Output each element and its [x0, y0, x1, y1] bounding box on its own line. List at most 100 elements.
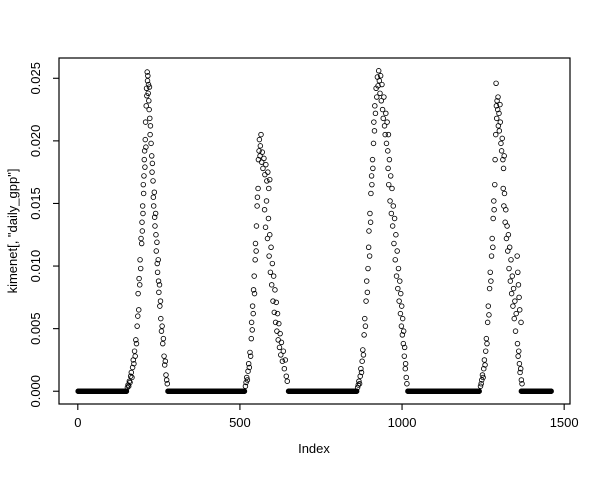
data-point	[155, 278, 162, 284]
data-point	[491, 198, 497, 204]
data-point	[488, 253, 495, 259]
data-point	[379, 81, 385, 88]
data-point	[369, 156, 376, 163]
data-point	[128, 369, 135, 376]
data-point	[263, 161, 269, 168]
data-point	[385, 131, 392, 138]
data-point	[143, 144, 149, 150]
data-point	[268, 244, 274, 250]
data-point	[399, 332, 406, 338]
data-point	[368, 173, 375, 179]
data-point	[369, 181, 375, 188]
data-point	[496, 110, 502, 117]
data-point	[379, 106, 386, 113]
data-point	[153, 248, 159, 254]
data-point	[273, 299, 279, 306]
data-point	[261, 155, 267, 162]
data-point	[256, 148, 262, 154]
data-point	[400, 328, 407, 334]
data-point	[512, 298, 518, 304]
data-point	[498, 148, 505, 154]
data-point	[129, 374, 135, 381]
data-point	[267, 269, 274, 276]
data-point	[517, 365, 524, 372]
data-point	[146, 98, 152, 104]
data-point	[490, 215, 496, 222]
data-point	[360, 347, 366, 353]
data-point	[358, 365, 364, 372]
data-point	[147, 123, 154, 129]
data-point	[138, 235, 144, 242]
data-point	[506, 244, 513, 250]
data-point	[145, 73, 151, 79]
data-point	[489, 235, 495, 242]
data-point	[483, 335, 490, 342]
data-point	[124, 384, 131, 391]
plot-border-box	[58, 57, 571, 405]
data-point	[162, 358, 169, 364]
data-point	[244, 374, 250, 381]
data-point	[370, 165, 376, 172]
data-point	[284, 378, 290, 384]
data-point	[250, 287, 257, 293]
data-point	[158, 315, 164, 322]
data-point	[353, 388, 360, 394]
data-point	[362, 315, 368, 322]
data-point	[248, 319, 255, 326]
data-point	[275, 337, 281, 343]
data-point	[157, 298, 164, 304]
data-point	[367, 219, 374, 225]
data-point	[125, 383, 132, 389]
x-tick-label: 1500	[550, 415, 579, 430]
x-axis-tick-labels: 0 500 1000 1500	[74, 415, 578, 430]
data-point	[151, 214, 158, 220]
data-point	[255, 185, 261, 192]
data-point	[488, 278, 494, 284]
data-point	[279, 358, 286, 364]
data-point	[132, 353, 138, 359]
data-point	[495, 94, 501, 100]
data-point	[493, 103, 500, 109]
data-point	[360, 352, 367, 358]
data-point	[265, 169, 271, 175]
data-point	[372, 103, 378, 109]
data-point	[154, 239, 160, 245]
y-tick-label: 0.005	[28, 312, 43, 345]
data-point	[251, 290, 258, 297]
data-point	[266, 185, 272, 192]
data-point	[155, 257, 161, 263]
data-point	[241, 388, 248, 394]
data-point	[245, 360, 252, 367]
data-point	[256, 136, 263, 143]
data-point	[484, 340, 490, 347]
data-point	[142, 164, 148, 170]
data-point	[258, 131, 264, 138]
data-point	[363, 298, 369, 304]
data-point	[138, 240, 145, 247]
data-point	[480, 374, 486, 381]
data-point	[476, 388, 482, 394]
data-point	[355, 382, 361, 388]
data-point	[519, 380, 525, 387]
data-point	[508, 290, 515, 297]
data-point	[404, 380, 410, 387]
data-point	[378, 98, 385, 104]
data-point	[514, 253, 520, 259]
data-point	[396, 298, 402, 304]
data-point	[136, 307, 142, 313]
data-point	[356, 378, 362, 384]
data-point	[156, 282, 163, 288]
data-point	[244, 377, 251, 383]
data-point	[247, 353, 254, 359]
data-point	[383, 110, 389, 117]
data-point	[267, 232, 273, 238]
data-point	[391, 215, 398, 222]
data-point	[133, 340, 140, 347]
data-point	[137, 282, 143, 288]
data-point	[517, 307, 523, 313]
data-point	[394, 248, 400, 254]
data-point	[245, 368, 251, 374]
data-point	[135, 313, 141, 319]
data-point	[149, 153, 155, 159]
data-point	[365, 265, 371, 272]
